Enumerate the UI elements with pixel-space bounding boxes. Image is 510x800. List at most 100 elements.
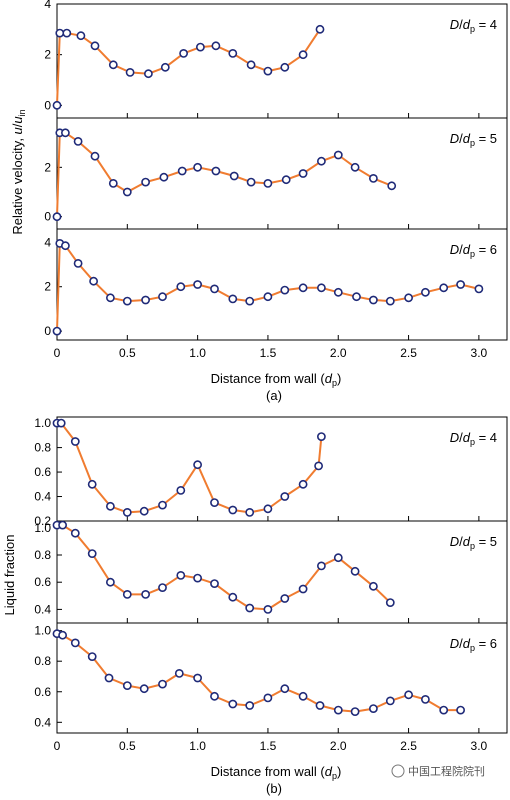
- data-point: [158, 500, 167, 510]
- data-point: [316, 156, 326, 166]
- watermark: 中国工程院院刊: [391, 764, 485, 778]
- panel-label: (b): [266, 781, 282, 796]
- y-tick-label: 0.4: [34, 490, 51, 504]
- data-point: [228, 699, 238, 709]
- data-point: [52, 212, 62, 222]
- x-tick-label: 2.5: [400, 346, 417, 360]
- data-point: [73, 136, 83, 146]
- data-point: [228, 294, 238, 304]
- data-point: [61, 128, 70, 138]
- data-point: [404, 293, 413, 303]
- series-line: [57, 524, 391, 611]
- data-point: [174, 669, 184, 678]
- data-point: [106, 577, 115, 587]
- x-tick-label: 1.5: [260, 346, 277, 360]
- data-point: [245, 701, 255, 710]
- data-point: [280, 684, 290, 694]
- data-point: [193, 460, 202, 470]
- data-point: [298, 479, 308, 489]
- data-point: [159, 172, 169, 182]
- y-tick-label: 0.6: [34, 465, 51, 479]
- data-point: [89, 276, 98, 286]
- y-tick-label: 0.4: [34, 715, 51, 729]
- panel-frame: [56, 3, 508, 119]
- data-point: [474, 284, 484, 294]
- y-tick-label: 1.0: [34, 521, 51, 535]
- data-point: [122, 590, 132, 599]
- y-tick-label: 1.0: [34, 416, 51, 430]
- data-point: [298, 283, 308, 293]
- x-axis-label: Distance from wall (dp): [211, 764, 342, 781]
- x-tick-label: 1.5: [260, 739, 277, 753]
- y-tick-label: 2: [44, 160, 51, 174]
- chart-b: 0.2 0.4 0.6 0.8 1.0 D/dp = 4 0.4 0.6 0.8 1.0 D/dp …: [2, 416, 508, 796]
- panel-annotation: D/dp = 4: [450, 430, 497, 447]
- y-tick-label: 0.4: [34, 602, 51, 616]
- y-tick-label: 2: [44, 280, 51, 294]
- data-point: [263, 66, 273, 76]
- data-point: [263, 605, 273, 614]
- data-point: [352, 292, 361, 302]
- data-point: [456, 280, 465, 289]
- data-point: [179, 49, 188, 58]
- panel-frame: [56, 622, 508, 734]
- y-tick-label: 2: [44, 48, 51, 62]
- data-point: [160, 62, 170, 72]
- x-tick-label: 0.5: [119, 346, 136, 360]
- y-tick-label: 0.6: [34, 685, 51, 699]
- data-point: [210, 498, 219, 507]
- data-point: [228, 592, 238, 602]
- data-point: [350, 162, 360, 172]
- watermark-text: 中国工程院院刊: [408, 764, 485, 778]
- data-point: [122, 296, 132, 306]
- y-tick-label: 4: [44, 0, 51, 11]
- data-point: [280, 492, 290, 501]
- data-point: [350, 566, 360, 576]
- panel-frame: [56, 117, 508, 230]
- data-point: [368, 173, 378, 183]
- data-point: [246, 177, 256, 187]
- data-point: [55, 28, 65, 38]
- data-point: [70, 528, 80, 538]
- data-point: [333, 705, 343, 715]
- panel-annotation: D/dp = 6: [450, 242, 497, 259]
- data-point: [316, 561, 326, 571]
- data-point: [280, 62, 290, 72]
- data-point: [439, 283, 449, 293]
- data-point: [263, 693, 273, 703]
- data-point: [350, 707, 360, 716]
- y-tick-label: 0.8: [34, 654, 51, 668]
- x-tick-label: 0: [54, 346, 61, 360]
- data-point: [106, 501, 115, 511]
- data-point: [420, 287, 430, 297]
- data-point: [228, 505, 238, 515]
- data-point: [158, 292, 167, 302]
- data-point: [210, 284, 219, 294]
- panel-annotation: D/dp = 4: [450, 17, 497, 34]
- data-point: [122, 187, 132, 197]
- panel-3: 0.4 0.6 0.8 1.0 D/dp = 6: [34, 622, 508, 734]
- panel-1: 0.2 0.4 0.6 0.8 1.0 D/dp = 4: [34, 416, 508, 528]
- data-point: [246, 60, 256, 70]
- panel-annotation: D/dp = 5: [450, 534, 497, 551]
- data-point: [298, 691, 308, 701]
- data-point: [333, 287, 343, 297]
- data-point: [125, 68, 135, 77]
- data-point: [316, 432, 326, 441]
- panel-frame: [56, 416, 508, 522]
- x-tick-label: 1.0: [189, 346, 206, 360]
- data-point: [333, 553, 343, 563]
- data-point: [298, 169, 308, 178]
- x-tick-label: 3.0: [471, 346, 488, 360]
- data-point: [280, 285, 290, 295]
- y-tick-label: 0: [44, 210, 51, 224]
- data-point: [228, 49, 238, 58]
- panel-1: 0 2 4 D/dp = 4: [44, 0, 508, 119]
- data-point: [56, 418, 66, 428]
- data-point: [420, 695, 430, 704]
- chart-a: 0 2 4 D/dp = 4 0 2 D/dp = 5 0 2 4 D/dp = 6 0 0.5 1.0 1…: [10, 0, 508, 403]
- data-point: [316, 283, 326, 293]
- data-point: [193, 162, 202, 172]
- data-point: [58, 630, 67, 640]
